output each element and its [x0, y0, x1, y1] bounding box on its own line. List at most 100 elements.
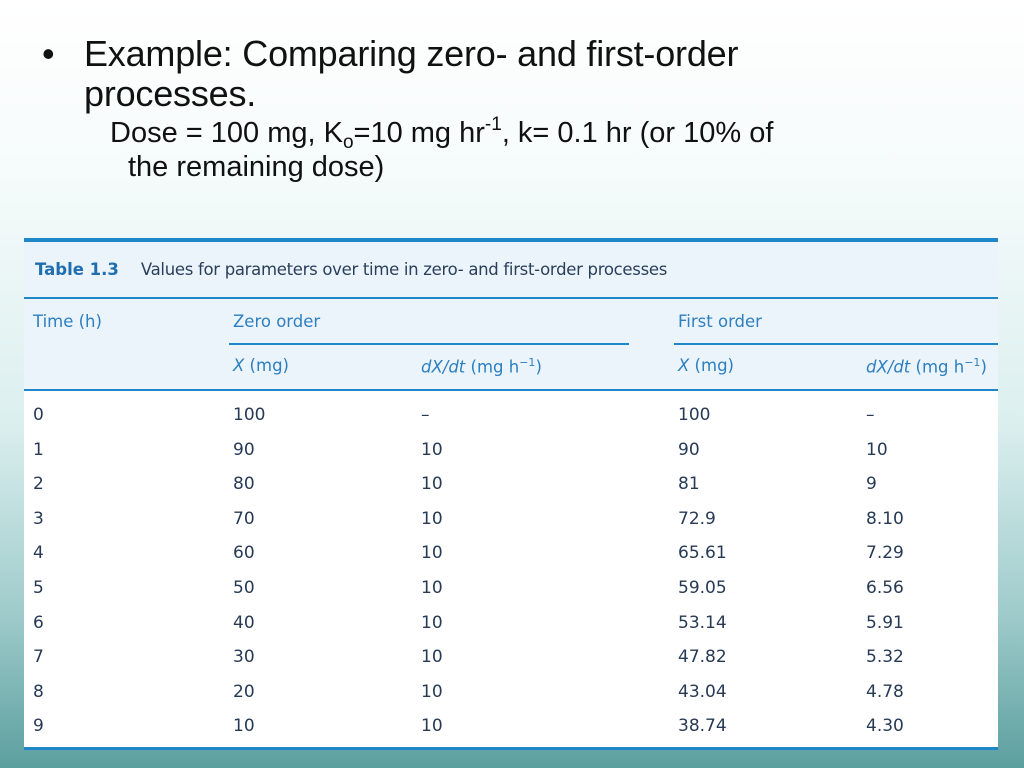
- cell-zero-x: 50: [233, 577, 255, 598]
- cell-first-x: 65.61: [678, 543, 727, 564]
- cell-first-x: 72.9: [678, 508, 716, 529]
- cell-time: 4: [33, 543, 44, 564]
- header-first-order: First order: [678, 312, 762, 331]
- cell-zero-x: 20: [233, 681, 255, 702]
- dose-continuation: the remaining dose): [128, 151, 385, 183]
- header-first-x: X (mg): [678, 356, 734, 375]
- table-number: Table 1.3: [35, 260, 119, 279]
- header-zero-rate: dX/dt (mg h−1): [421, 356, 542, 377]
- cell-first-rate: 4.30: [866, 716, 904, 737]
- unit-superscript: −1: [519, 356, 536, 369]
- cell-zero-rate: 10: [421, 716, 443, 737]
- table-row: 8 20 10 43.04 4.78: [24, 676, 998, 711]
- cell-first-rate: 8.10: [866, 508, 904, 529]
- cell-first-x: 100: [678, 405, 711, 425]
- cell-zero-rate: 10: [421, 612, 443, 633]
- cell-first-rate: 9: [866, 474, 877, 495]
- cell-first-x: 38.74: [678, 716, 727, 737]
- cell-zero-x: 40: [233, 612, 255, 633]
- zero-order-rule: [229, 343, 629, 345]
- cell-zero-rate: 10: [421, 439, 443, 460]
- table-row: 2 80 10 81 9: [24, 468, 998, 503]
- slide-text-block: • Example: Comparing zero- and first-ord…: [42, 34, 992, 184]
- cell-time: 1: [33, 439, 44, 460]
- cell-zero-rate: 10: [421, 681, 443, 702]
- cell-zero-rate: 10: [421, 577, 443, 598]
- unit-mg: (mg): [689, 356, 734, 375]
- header-zero-order: Zero order: [233, 312, 321, 331]
- cell-zero-rate: 10: [421, 508, 443, 529]
- cell-zero-x: 60: [233, 543, 255, 564]
- cell-time: 6: [33, 612, 44, 633]
- cell-time: 5: [33, 577, 44, 598]
- heading-line-1: Example: Comparing zero- and first-order: [84, 33, 739, 74]
- unit-rate: (mg h: [910, 357, 965, 377]
- cell-first-rate: 4.78: [866, 681, 904, 702]
- unit-mg: (mg): [244, 356, 289, 375]
- header-first-rate: dX/dt (mg h−1): [866, 356, 987, 377]
- cell-first-x: 47.82: [678, 647, 727, 668]
- table-title: Values for parameters over time in zero-…: [140, 260, 668, 279]
- cell-first-x: 53.14: [678, 612, 727, 633]
- cell-zero-rate: 10: [421, 543, 443, 564]
- cell-zero-x: 80: [233, 474, 255, 495]
- dose-text-part: Dose = 100 mg, K: [110, 117, 343, 149]
- cell-first-rate: 10: [866, 439, 888, 460]
- header-time: Time (h): [33, 312, 102, 331]
- dose-description: Dose = 100 mg, Ko=10 mg hr-1, k= 0.1 hr …: [110, 114, 992, 184]
- table-row: 9 10 10 38.74 4.30: [24, 710, 998, 745]
- cell-time: 9: [33, 716, 44, 737]
- cell-first-rate: 6.56: [866, 577, 904, 598]
- cell-time: 3: [33, 508, 44, 529]
- first-order-rule: [674, 343, 998, 345]
- heading-line-2: processes.: [84, 73, 257, 114]
- header-zero-x: X (mg): [233, 356, 289, 375]
- unit-close: ): [535, 357, 542, 377]
- cell-first-x: 59.05: [678, 577, 727, 598]
- table-body: 0 100 – 100 – 1 90 10 90 10 2 80 10 81 9 3 70 10 72.9 8.…: [24, 391, 998, 745]
- table-row: 1 90 10 90 10: [24, 434, 998, 469]
- cell-first-rate: 5.32: [866, 647, 904, 668]
- cell-zero-rate: 10: [421, 474, 443, 495]
- unit-close: ): [980, 357, 987, 377]
- table-row: 6 40 10 53.14 5.91: [24, 607, 998, 642]
- cell-zero-x: 70: [233, 508, 255, 529]
- var-dxdt: dX/dt: [866, 357, 911, 377]
- cell-zero-rate: 10: [421, 647, 443, 668]
- cell-first-rate: 7.29: [866, 543, 904, 564]
- table-row: 0 100 – 100 –: [24, 399, 998, 434]
- cell-time: 7: [33, 647, 44, 668]
- table-row: 3 70 10 72.9 8.10: [24, 503, 998, 538]
- cell-time: 8: [33, 681, 44, 702]
- data-table: Table 1.3 Values for parameters over tim…: [24, 238, 998, 750]
- cell-zero-x: 90: [233, 439, 255, 460]
- cell-zero-x: 30: [233, 647, 255, 668]
- bullet-point: • Example: Comparing zero- and first-ord…: [42, 34, 992, 114]
- cell-time: 2: [33, 474, 44, 495]
- ko-subscript: o: [342, 132, 354, 153]
- var-x: X: [233, 356, 245, 375]
- table-caption: Table 1.3 Values for parameters over tim…: [24, 242, 998, 299]
- cell-first-x: 90: [678, 439, 700, 460]
- table-row: 7 30 10 47.82 5.32: [24, 641, 998, 676]
- table-header: Time (h) Zero order First order X (mg) d…: [24, 299, 998, 391]
- unit-superscript: −1: [964, 356, 981, 369]
- dose-text-part: , k= 0.1 hr (or 10% of: [501, 117, 774, 149]
- slide-heading: Example: Comparing zero- and first-order…: [84, 34, 738, 114]
- cell-time: 0: [33, 405, 44, 425]
- bullet-marker: •: [42, 33, 55, 74]
- dose-text-part: =10 mg hr: [353, 117, 485, 149]
- cell-first-x: 43.04: [678, 681, 727, 702]
- cell-zero-rate: –: [421, 405, 430, 425]
- var-dxdt: dX/dt: [421, 357, 466, 377]
- table-row: 5 50 10 59.05 6.56: [24, 572, 998, 607]
- cell-zero-x: 100: [233, 405, 266, 425]
- cell-first-rate: 5.91: [866, 612, 904, 633]
- unit-rate: (mg h: [465, 357, 520, 377]
- cell-first-rate: –: [866, 405, 875, 425]
- table-row: 4 60 10 65.61 7.29: [24, 537, 998, 572]
- var-x: X: [678, 356, 690, 375]
- cell-first-x: 81: [678, 474, 700, 495]
- cell-zero-x: 10: [233, 716, 255, 737]
- unit-superscript: -1: [484, 114, 502, 135]
